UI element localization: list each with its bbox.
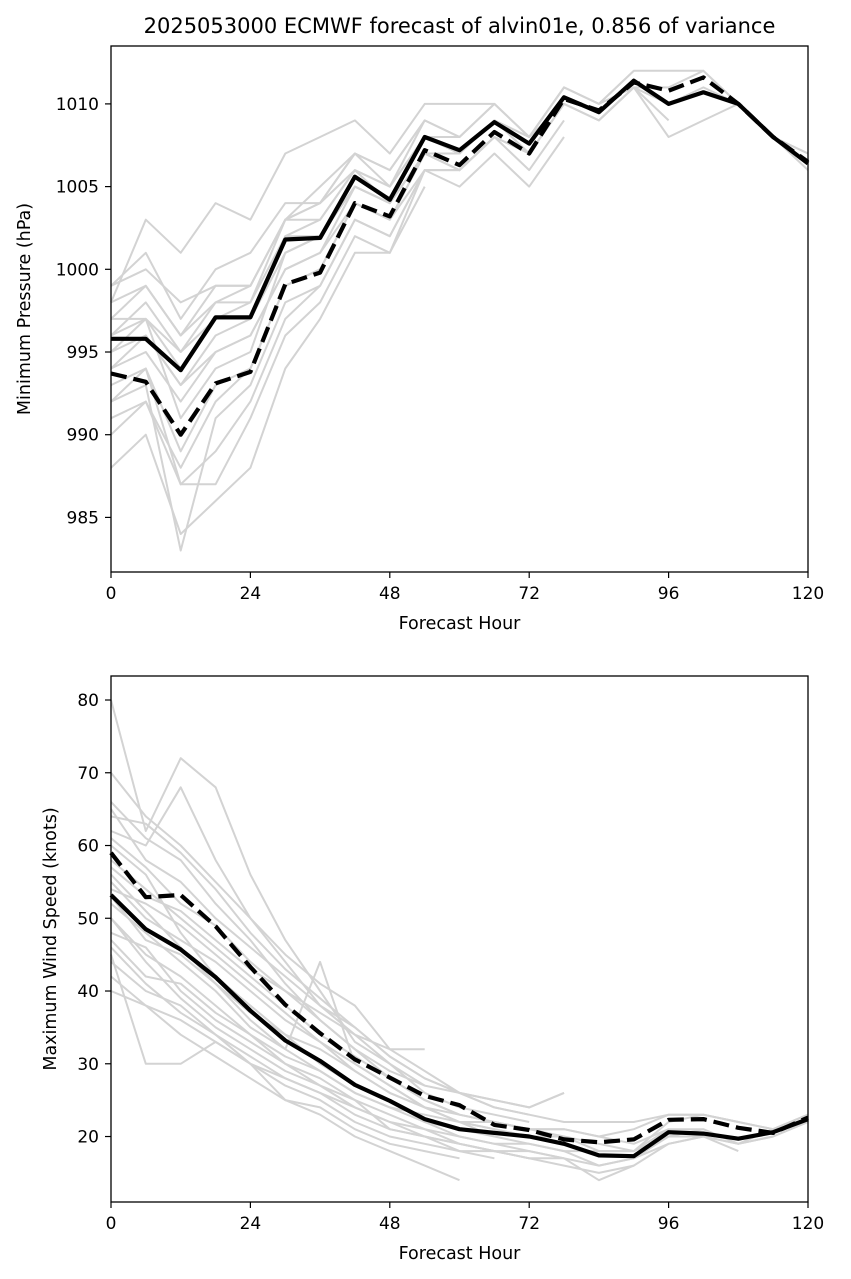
wind-ensemble-line-16 (110, 975, 495, 1160)
wind-y-tick-label: 50 (77, 909, 99, 929)
chart-title: 2025053000 ECMWF forecast of alvin01e, 0… (144, 14, 776, 38)
wind-ensemble-line-20 (110, 946, 564, 1160)
wind-x-tick-label: 0 (106, 1214, 117, 1234)
pressure-y-tick-label: 1010 (56, 95, 99, 115)
wind-ensemble-line-22 (110, 990, 460, 1160)
pressure-ensemble-line-17 (110, 186, 426, 486)
pressure-ensemble-line-9 (110, 169, 426, 552)
pressure-x-tick-label: 0 (106, 584, 117, 604)
wind-y-axis-label: Maximum Wind Speed (knots) (41, 807, 61, 1070)
wind-x-tick-label: 72 (518, 1214, 540, 1234)
wind-ensemble-line-24 (110, 815, 530, 1116)
wind-x-tick-label: 120 (792, 1214, 824, 1234)
wind-ensemble-line-18 (110, 917, 809, 1153)
pressure-x-ticks: 0 24 48 72 96 120 (106, 572, 824, 604)
pressure-ensemble-line-18 (110, 136, 460, 337)
wind-x-axis-label: Forecast Hour (399, 1244, 522, 1264)
wind-solid-line (109, 893, 809, 1159)
pressure-x-tick-label: 72 (518, 584, 540, 604)
pressure-y-tick-label: 985 (67, 508, 99, 528)
wind-y-tick-label: 30 (77, 1055, 99, 1075)
wind-panel: 0 24 48 72 96 120 20 30 40 50 60 70 80 Forecast Hou… (41, 675, 824, 1264)
wind-series (109, 851, 809, 1159)
pressure-y-ticks: 985 990 995 1000 1005 1010 (56, 95, 111, 528)
wind-ensemble-line-23 (110, 895, 670, 1153)
pressure-panel: 2025053000 ECMWF forecast of alvin01e, 0… (15, 14, 824, 634)
pressure-dashed-line (110, 75, 810, 437)
wind-plot-frame (110, 675, 809, 1203)
pressure-y-tick-label: 995 (67, 343, 99, 363)
pressure-y-tick-label: 990 (67, 426, 99, 446)
pressure-x-tick-label: 24 (240, 584, 262, 604)
pressure-series (110, 75, 810, 437)
wind-x-tick-label: 24 (240, 1214, 262, 1234)
wind-y-tick-label: 20 (77, 1128, 99, 1148)
pressure-solid-line (111, 78, 810, 373)
pressure-y-axis-label: Minimum Pressure (hPa) (15, 203, 35, 415)
wind-y-ticks: 20 30 40 50 60 70 80 (77, 691, 111, 1148)
pressure-x-axis-label: Forecast Hour (399, 614, 522, 634)
pressure-y-tick-label: 1005 (56, 178, 99, 198)
wind-y-tick-label: 80 (77, 691, 99, 711)
pressure-x-tick-label: 48 (379, 584, 401, 604)
wind-x-tick-label: 96 (658, 1214, 680, 1234)
wind-y-tick-label: 40 (77, 982, 99, 1002)
wind-ensemble-line-19 (110, 866, 426, 1087)
pressure-x-tick-label: 96 (658, 584, 680, 604)
pressure-plot-frame (110, 45, 809, 573)
wind-dashed-line (109, 851, 809, 1145)
wind-x-ticks: 0 24 48 72 96 120 (106, 1202, 824, 1234)
wind-x-tick-label: 48 (379, 1214, 401, 1234)
pressure-y-tick-label: 1000 (56, 260, 99, 280)
wind-y-tick-label: 60 (77, 837, 99, 857)
pressure-ensemble-line-7 (110, 102, 495, 303)
wind-ensemble-members (110, 699, 809, 1182)
wind-y-tick-label: 70 (77, 764, 99, 784)
pressure-x-tick-label: 120 (792, 584, 824, 604)
